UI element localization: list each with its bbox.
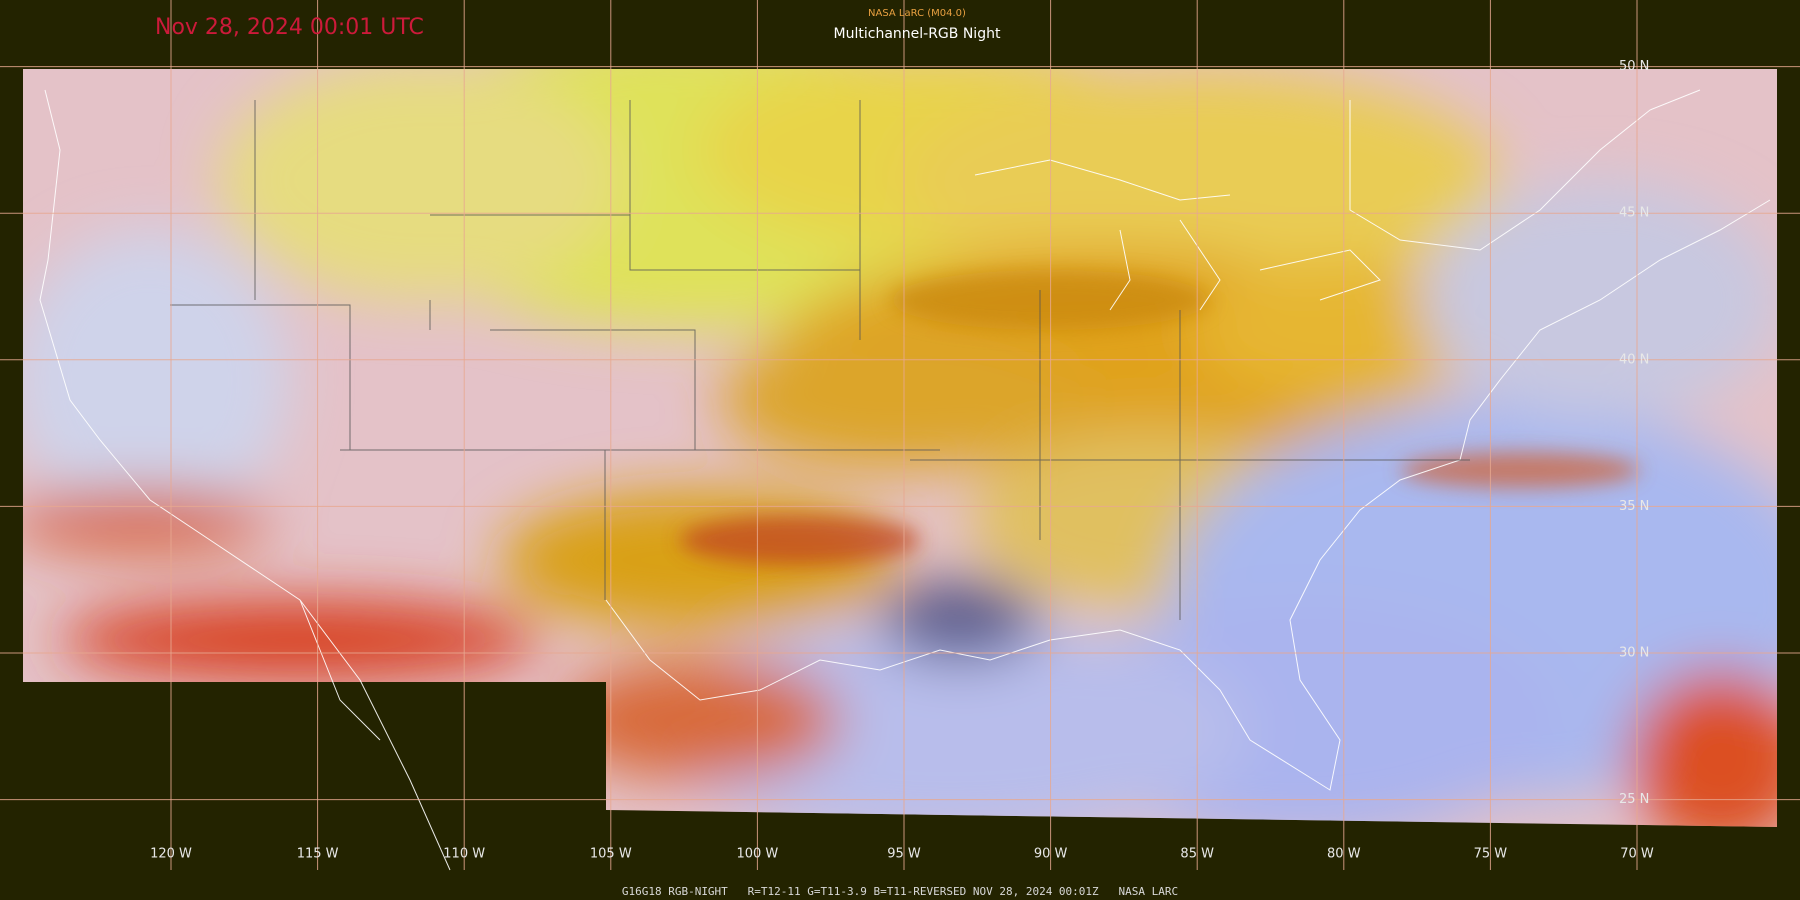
timestamp: Nov 28, 2024 00:01 UTC: [155, 15, 424, 40]
longitude-label: 100 W: [736, 847, 778, 862]
latitude-label: 30 N: [1619, 646, 1649, 661]
latitude-label: 25 N: [1619, 792, 1649, 807]
footer-caption: G16G18 RGB-NIGHT R=T12-11 G=T11-3.9 B=T1…: [622, 885, 1178, 898]
latitude-label: 35 N: [1619, 499, 1649, 514]
longitude-label: 105 W: [590, 847, 632, 862]
latitude-label: 45 N: [1619, 206, 1649, 221]
longitude-label: 95 W: [887, 847, 921, 862]
coastlines: [39, 89, 1771, 871]
longitude-label: 80 W: [1327, 847, 1361, 862]
latitude-label: 50 N: [1619, 59, 1649, 74]
longitude-label: 120 W: [150, 847, 192, 862]
latitude-label: 40 N: [1619, 352, 1649, 367]
longitude-label: 110 W: [443, 847, 485, 862]
longitude-label: 85 W: [1180, 847, 1214, 862]
longitude-label: 75 W: [1474, 847, 1508, 862]
source-label: NASA LaRC (M04.0): [868, 8, 966, 19]
longitude-label: 115 W: [297, 847, 339, 862]
graticule: [0, 0, 1800, 870]
longitude-label: 70 W: [1620, 847, 1654, 862]
longitude-label: 90 W: [1034, 847, 1068, 862]
product-title: Multichannel-RGB Night: [834, 26, 1001, 42]
state-borders: [170, 100, 1470, 620]
